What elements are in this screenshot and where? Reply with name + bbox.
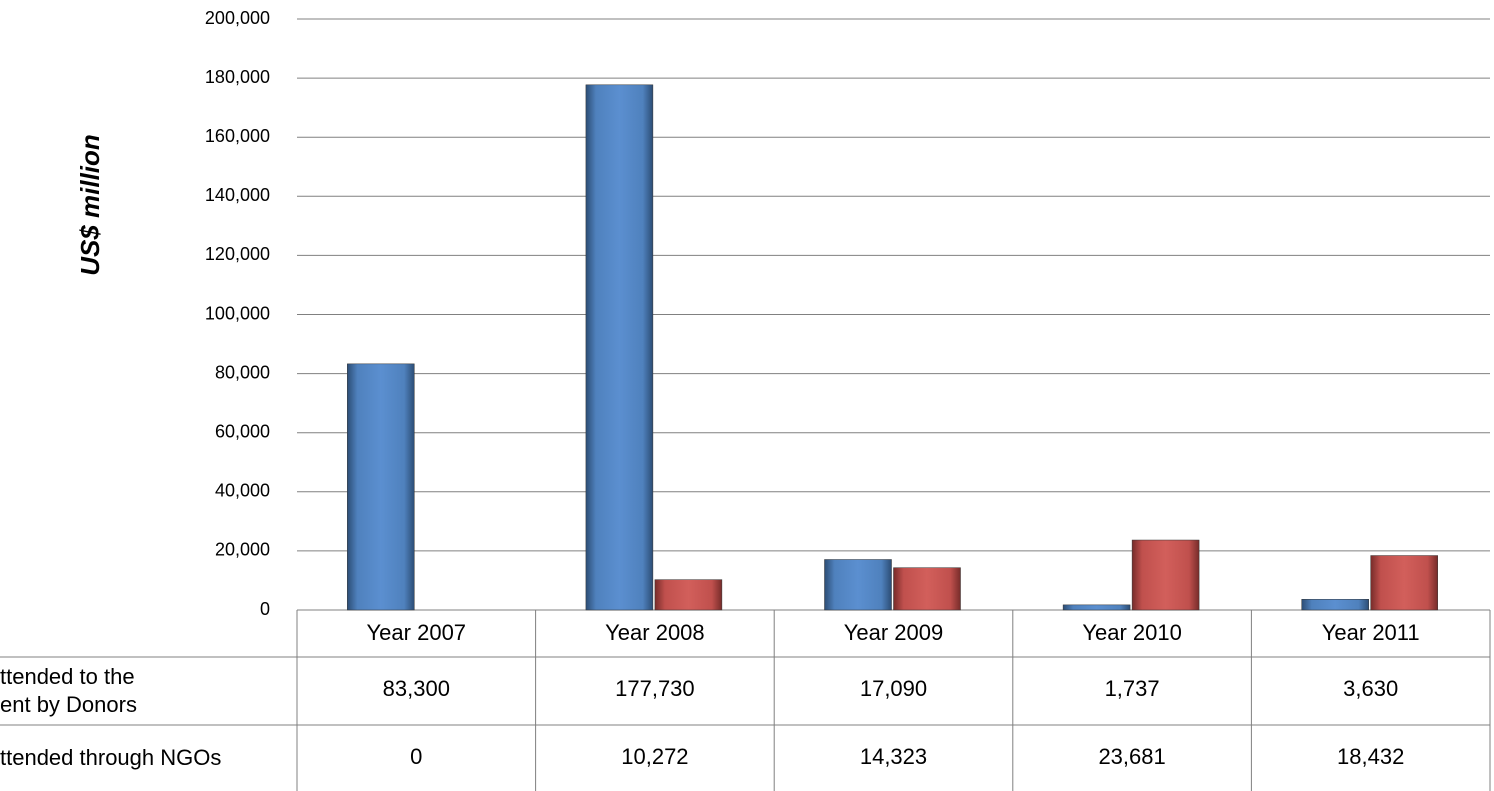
x-tick-label: Year 2010 <box>1082 620 1182 645</box>
table-cell: 1,737 <box>1105 676 1160 701</box>
bar <box>1370 555 1438 611</box>
y-tick-label: 20,000 <box>215 540 270 560</box>
bar <box>585 84 654 611</box>
table-cell: 3,630 <box>1343 676 1398 701</box>
y-tick-label: 160,000 <box>205 126 270 146</box>
y-tick-label: 100,000 <box>205 303 270 323</box>
bar <box>824 559 892 611</box>
y-tick-label: 180,000 <box>205 67 270 87</box>
series-name: ttended through NGOs <box>0 745 222 770</box>
series-name: ttended to the ent by Donors <box>0 664 137 717</box>
table-cell: 83,300 <box>383 676 450 701</box>
table-lines <box>0 610 1491 791</box>
y-tick-label: 80,000 <box>215 362 270 382</box>
y-tick-label: 200,000 <box>205 8 270 28</box>
bar <box>1062 604 1131 611</box>
table-cell: 0 <box>410 744 422 769</box>
table-cell: 14,323 <box>860 744 927 769</box>
bar <box>347 363 415 611</box>
x-tick-label: Year 2008 <box>605 620 705 645</box>
table-cell: 17,090 <box>860 676 927 701</box>
y-tick-label: 120,000 <box>205 244 270 264</box>
x-tick-label: Year 2011 <box>1322 620 1420 645</box>
bar <box>1131 539 1200 611</box>
row-header-box: ttended to the ent by Donors <box>0 664 137 717</box>
table-cell: 10,272 <box>621 744 688 769</box>
y-tick-label: 40,000 <box>215 481 270 501</box>
x-tick-label: Year 2007 <box>367 620 467 645</box>
y-axis-title: US$ million <box>75 134 105 276</box>
bar <box>1301 599 1369 611</box>
y-tick-label: 0 <box>260 599 270 619</box>
y-tick-label: 140,000 <box>205 185 270 205</box>
table-cell: 177,730 <box>615 676 695 701</box>
row-header-box: ttended through NGOs <box>0 745 222 770</box>
x-tick-label: Year 2009 <box>844 620 944 645</box>
y-tick-label: 60,000 <box>215 421 270 441</box>
table-cell: 18,432 <box>1337 744 1404 769</box>
table-cell: 23,681 <box>1098 744 1165 769</box>
bar <box>654 579 723 611</box>
bar <box>893 567 961 611</box>
